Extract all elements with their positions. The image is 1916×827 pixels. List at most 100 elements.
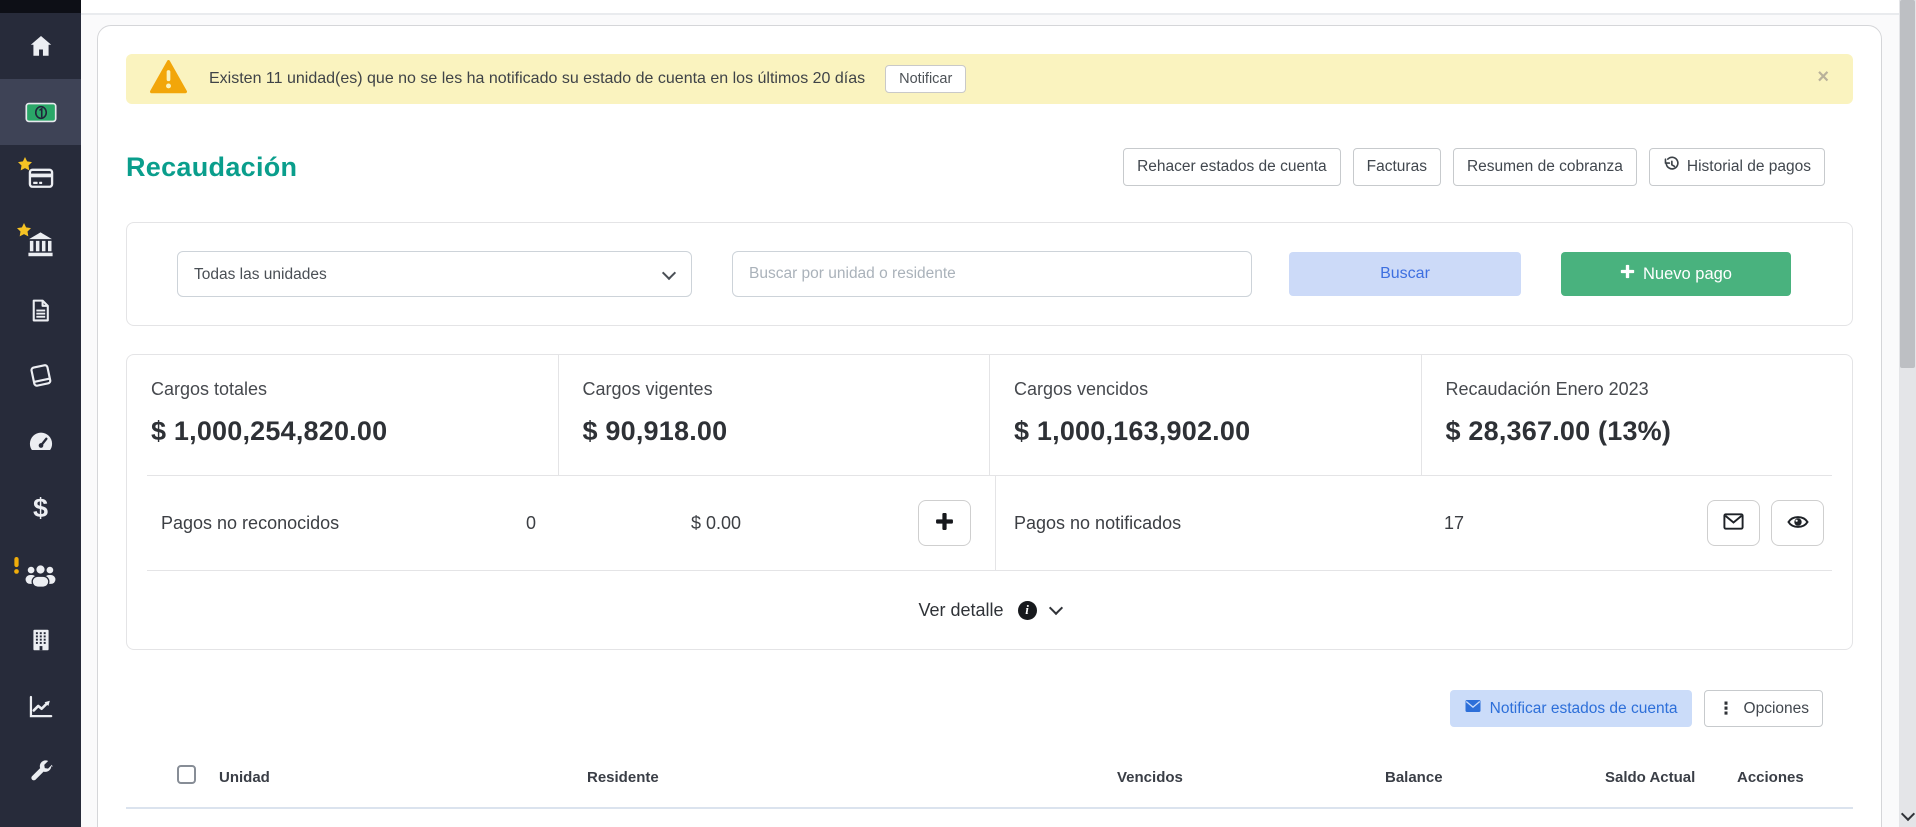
options-label: Opciones — [1743, 699, 1809, 717]
stat-label: Cargos vencidos — [1014, 379, 1149, 399]
unnotified-label: Pagos no notificados — [1014, 512, 1182, 533]
divider — [147, 570, 1832, 571]
sidebar-item-reports[interactable] — [0, 673, 81, 739]
column-header-saldo-actual: Saldo Actual — [1605, 768, 1696, 786]
unit-select[interactable]: Todas las unidades — [177, 251, 692, 297]
ver-detalle-label: Ver detalle — [918, 599, 1004, 620]
stat-label: Cargos vigentes — [582, 379, 713, 399]
stat-value: $ 1,000,254,820.00 — [151, 416, 388, 446]
column-header-unidad: Unidad — [219, 768, 270, 786]
stat-recaudacion: Recaudación Enero 2023 $ 28,367.00 (13%) — [1422, 355, 1853, 475]
unnotified-count: 17 — [1444, 512, 1465, 533]
payments-row: Pagos no reconocidos 0 $ 0.00 Pagos no n… — [127, 476, 1852, 570]
new-payment-button[interactable]: Nuevo pago — [1561, 252, 1791, 296]
close-icon[interactable]: × — [1817, 66, 1829, 88]
table-header-row: Unidad Residente Vencidos Balance Saldo … — [126, 765, 1853, 809]
column-header-residente: Residente — [587, 768, 659, 786]
envelope-icon — [1722, 510, 1745, 536]
sidebar-item-payments[interactable] — [0, 79, 81, 145]
unrecognized-payments: Pagos no reconocidos 0 $ 0.00 — [127, 476, 996, 570]
send-mail-button[interactable] — [1707, 500, 1760, 546]
main-content-card: Existen 11 unidad(es) que no se les ha n… — [97, 25, 1882, 827]
banner-notify-button[interactable]: Notificar — [885, 65, 967, 93]
divider — [147, 475, 1832, 476]
sidebar-item-residents[interactable] — [0, 541, 81, 607]
select-all-checkbox[interactable] — [177, 765, 196, 784]
stat-cargos-totales: Cargos totales $ 1,000,254,820.00 — [127, 355, 559, 475]
sidebar: $ — [0, 0, 81, 827]
unit-filter-select[interactable]: Todas las unidades — [177, 251, 692, 297]
column-header-balance: Balance — [1385, 768, 1443, 786]
sidebar-item-bank[interactable] — [0, 211, 81, 277]
summary-panel: Cargos totales $ 1,000,254,820.00 Cargos… — [126, 354, 1853, 650]
bank-icon — [17, 222, 55, 259]
view-button[interactable] — [1771, 500, 1824, 546]
historial-pagos-button[interactable]: Historial de pagos — [1648, 148, 1825, 186]
notify-statements-label: Notificar estados de cuenta — [1489, 699, 1678, 717]
users-icon — [14, 556, 56, 588]
book-icon — [28, 363, 54, 389]
sidebar-item-documents[interactable] — [0, 277, 81, 343]
kebab-menu-icon: ⋮ — [1717, 699, 1735, 718]
scrollbar-thumb[interactable] — [1900, 0, 1915, 368]
gauge-icon — [27, 428, 55, 456]
envelope-icon — [1464, 697, 1482, 720]
sidebar-item-credit-cards[interactable] — [0, 145, 81, 211]
unrecognized-amount: $ 0.00 — [691, 512, 742, 533]
plus-icon — [935, 512, 954, 534]
rehacer-estados-button[interactable]: Rehacer estados de cuenta — [1123, 148, 1341, 186]
sidebar-item-properties[interactable] — [0, 607, 81, 673]
unnotified-actions — [1707, 500, 1824, 546]
history-icon — [1663, 156, 1680, 178]
sidebar-item-home[interactable] — [0, 13, 81, 79]
resumen-cobranza-button[interactable]: Resumen de cobranza — [1452, 148, 1637, 186]
table-header-checkbox-cell — [171, 765, 219, 789]
chart-line-icon — [27, 693, 54, 720]
unnotified-payments: Pagos no notificados 17 — [996, 476, 1852, 570]
options-button[interactable]: ⋮ Opciones — [1703, 690, 1823, 727]
dollar-icon: $ — [32, 492, 49, 523]
exclamation-badge-icon — [13, 556, 20, 579]
credit-card-icon — [17, 157, 55, 192]
filter-panel: Todas las unidades Buscar Nuevo pago — [126, 222, 1853, 326]
stat-value: $ 28,367.00 (13%) — [1445, 416, 1672, 446]
stat-cargos-vencidos: Cargos vencidos $ 1,000,163,902.00 — [990, 355, 1422, 475]
page-title: Recaudación — [126, 151, 298, 182]
chevron-down-icon — [1048, 600, 1063, 616]
sidebar-nav: $ — [0, 13, 81, 805]
sidebar-item-ledger[interactable] — [0, 343, 81, 409]
document-icon — [28, 298, 53, 323]
search-input[interactable] — [732, 251, 1252, 297]
scrollbar-down-arrow-icon[interactable] — [1900, 806, 1916, 822]
new-payment-label: Nuevo pago — [1643, 264, 1732, 283]
eye-icon — [1786, 510, 1810, 537]
sidebar-item-money[interactable]: $ — [0, 475, 81, 541]
notification-banner: Existen 11 unidad(es) que no se les ha n… — [126, 54, 1853, 104]
search-button[interactable]: Buscar — [1289, 252, 1521, 296]
add-unrecognized-payment-button[interactable] — [918, 500, 971, 546]
header-buttons: Rehacer estados de cuenta Facturas Resum… — [1123, 148, 1825, 186]
sidebar-item-settings[interactable] — [0, 739, 81, 805]
star-badge-icon — [17, 222, 31, 242]
ver-detalle-toggle[interactable]: Ver detalle i — [127, 571, 1852, 649]
stat-label: Recaudación Enero 2023 — [1445, 379, 1649, 399]
sidebar-item-dashboard[interactable] — [0, 409, 81, 475]
stat-value: $ 90,918.00 — [582, 416, 728, 446]
dollar-glyph: $ — [32, 492, 49, 523]
notify-statements-button[interactable]: Notificar estados de cuenta — [1449, 690, 1692, 727]
stat-label: Cargos totales — [151, 379, 268, 399]
column-header-acciones: Acciones — [1737, 768, 1804, 786]
wrench-icon — [28, 759, 54, 785]
stat-value: $ 1,000,163,902.00 — [1014, 416, 1251, 446]
facturas-button[interactable]: Facturas — [1352, 148, 1441, 186]
list-actions: Notificar estados de cuenta ⋮ Opciones — [126, 690, 1853, 727]
home-icon — [28, 33, 54, 59]
column-header-vencidos: Vencidos — [1117, 768, 1183, 786]
stats-row: Cargos totales $ 1,000,254,820.00 Cargos… — [127, 355, 1852, 475]
scrollbar[interactable] — [1899, 0, 1916, 827]
plus-icon — [1620, 264, 1635, 284]
unrecognized-label: Pagos no reconocidos — [161, 512, 340, 533]
building-icon — [28, 627, 54, 653]
warning-triangle-icon — [150, 59, 187, 99]
historial-pagos-label: Historial de pagos — [1686, 158, 1811, 175]
